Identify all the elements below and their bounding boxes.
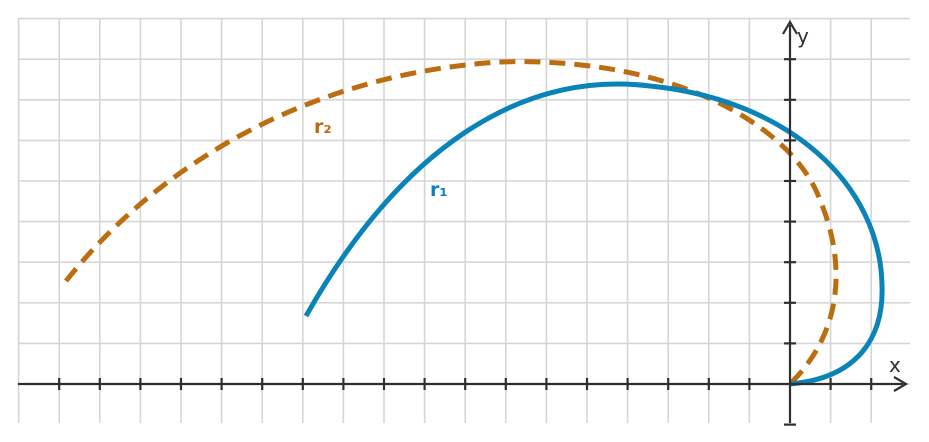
- curve-r2: [64, 59, 839, 386]
- grid: [17, 17, 910, 423]
- x-axis-label: x: [889, 353, 901, 377]
- axes: x y: [18, 19, 909, 426]
- axis-ticks: [58, 58, 873, 426]
- curve-r1: [303, 81, 885, 387]
- curve-label-r2: r₂: [314, 116, 332, 138]
- x-axis-arrow-icon: [893, 376, 909, 392]
- curve-label-r1: r₁: [430, 179, 448, 201]
- y-axis-label: y: [797, 24, 809, 48]
- y-axis-arrow-icon: [782, 19, 798, 35]
